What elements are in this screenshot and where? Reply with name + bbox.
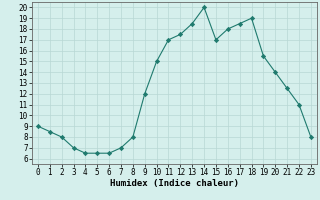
X-axis label: Humidex (Indice chaleur): Humidex (Indice chaleur) [110, 179, 239, 188]
